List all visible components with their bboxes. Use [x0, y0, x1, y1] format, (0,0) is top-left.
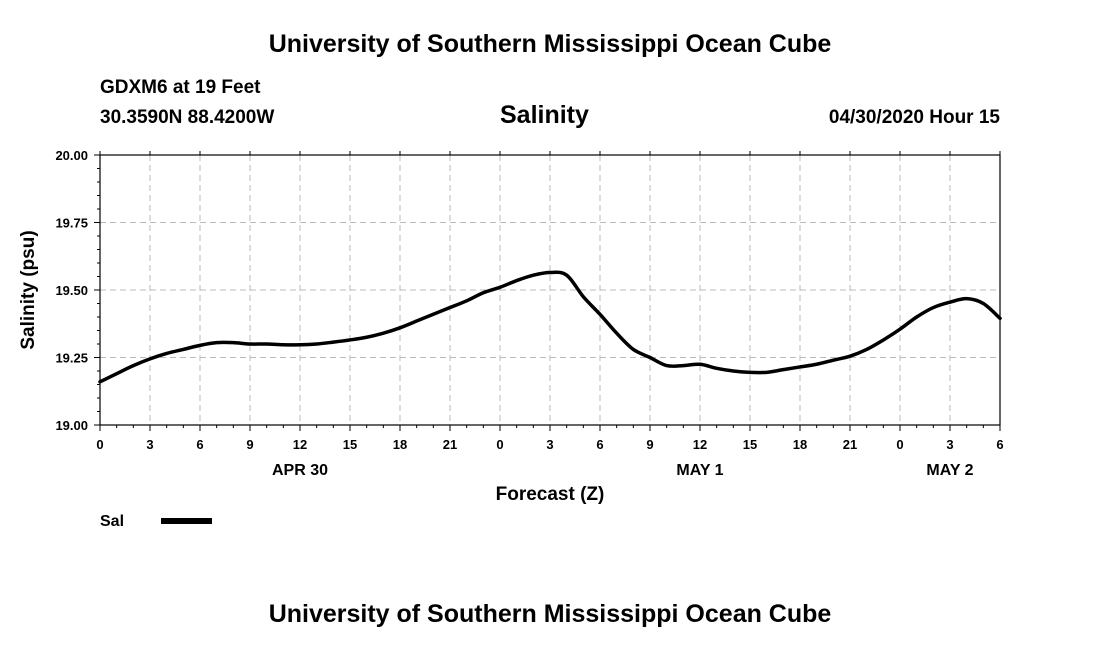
y-axis-title: Salinity (psu) [18, 230, 39, 349]
x-tick-label: 12 [293, 437, 307, 452]
variable-title: Salinity [500, 101, 589, 129]
x-tick-labels: 0 3 6 9 12 15 18 21 0 3 6 9 12 15 18 21 0 3 6 [96, 437, 1003, 452]
y-tick-label: 19.75 [55, 216, 88, 231]
x-tick-label: 3 [546, 437, 553, 452]
y-tick-labels: 19.00 19.25 19.50 19.75 20.00 [55, 148, 88, 433]
x-tick-label: 0 [96, 437, 103, 452]
forecast-datetime: 04/30/2020 Hour 15 [828, 107, 1000, 128]
series-line-sal [98, 270, 1002, 384]
day-label: APR 30 [272, 462, 328, 479]
x-axis-title: Forecast (Z) [496, 484, 605, 505]
y-tick-label: 19.00 [55, 418, 88, 433]
legend-label-sal: Sal [100, 513, 124, 530]
day-label: MAY 2 [926, 462, 973, 479]
x-tick-label: 21 [843, 437, 857, 452]
footer-title: University of Southern Mississippi Ocean… [268, 600, 832, 628]
day-label: MAY 1 [676, 462, 723, 479]
x-tick-label: 0 [896, 437, 903, 452]
x-tick-label: 6 [196, 437, 203, 452]
y-tick-label: 19.50 [55, 283, 88, 298]
grid-lines [100, 155, 1000, 425]
x-tick-label: 3 [146, 437, 153, 452]
x-tick-label: 9 [646, 437, 653, 452]
x-tick-label: 21 [443, 437, 457, 452]
chart-title: University of Southern Mississippi Ocean… [268, 30, 832, 58]
y-tick-label: 19.25 [55, 351, 88, 366]
x-tick-label: 18 [393, 437, 407, 452]
x-tick-label: 12 [693, 437, 707, 452]
x-tick-label: 0 [496, 437, 503, 452]
x-tick-label: 6 [996, 437, 1003, 452]
x-tick-label: 9 [246, 437, 253, 452]
x-tick-label: 15 [343, 437, 357, 452]
axis-ticks [94, 151, 1001, 431]
y-tick-label: 20.00 [55, 148, 88, 163]
x-tick-label: 3 [946, 437, 953, 452]
day-labels: APR 30 MAY 1 MAY 2 [272, 462, 974, 479]
station-label: GDXM6 at 19 Feet [100, 77, 261, 98]
coordinates-label: 30.3590N 88.4200W [100, 107, 275, 128]
x-tick-label: 18 [793, 437, 807, 452]
x-tick-label: 6 [596, 437, 603, 452]
x-tick-label: 15 [743, 437, 757, 452]
